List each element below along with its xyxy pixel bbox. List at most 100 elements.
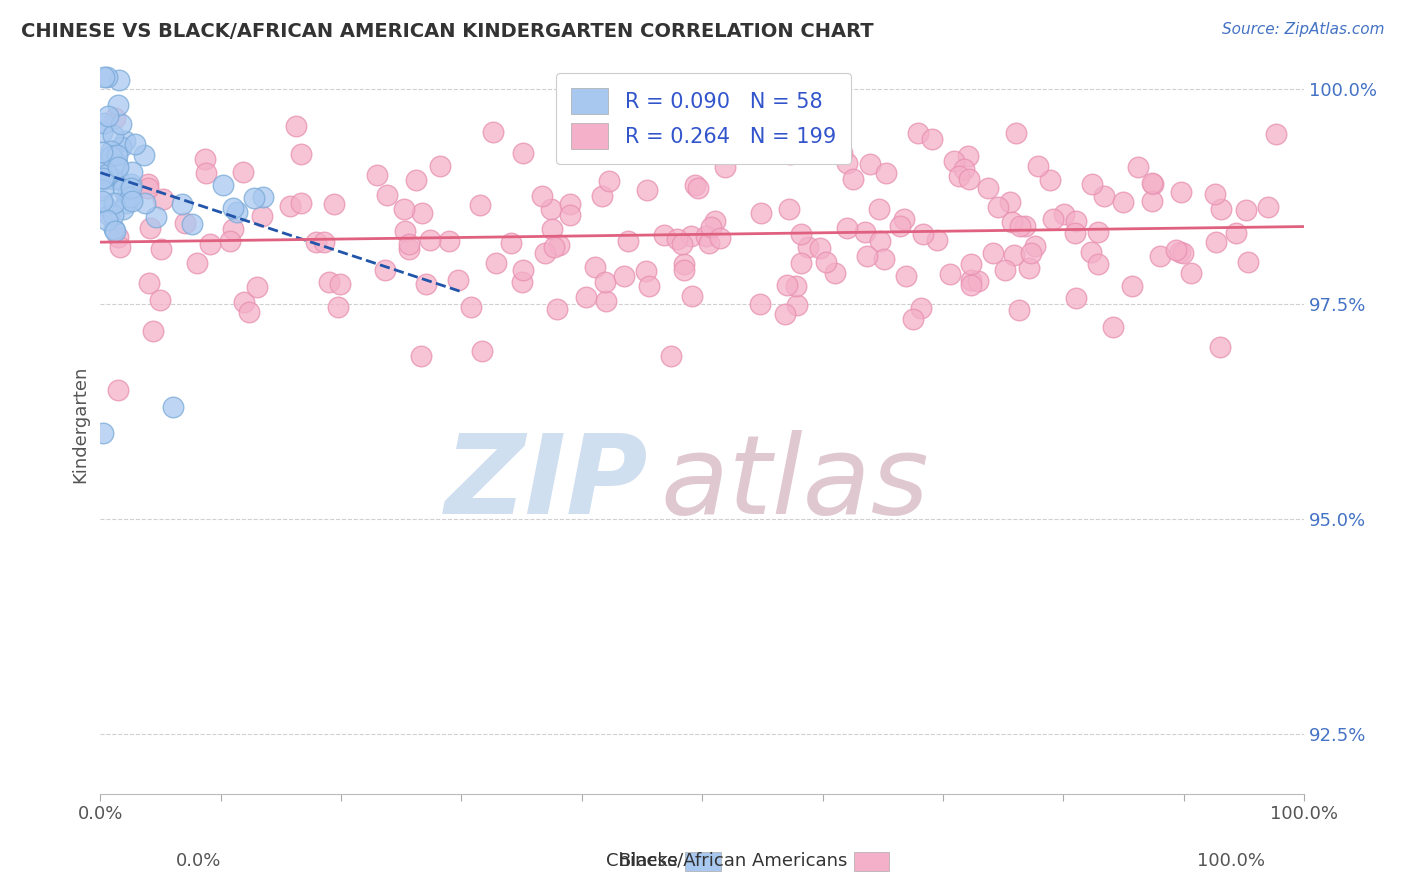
Point [212, 178, 235, 193]
Point [842, 172, 865, 186]
Point [96, 70, 118, 84]
Point [686, 180, 709, 194]
Point [790, 227, 813, 241]
Point [558, 197, 581, 211]
Point [186, 255, 208, 269]
Point [90, 125, 112, 139]
Point [695, 229, 717, 244]
Point [977, 181, 1000, 195]
Point [96, 213, 118, 227]
Point [1080, 177, 1102, 191]
Point [181, 218, 204, 232]
Point [901, 311, 924, 326]
Point [1102, 319, 1125, 334]
Point [96, 168, 118, 182]
Point [250, 209, 273, 223]
Point [993, 262, 1015, 277]
Point [617, 234, 640, 248]
Point [1209, 202, 1232, 217]
Point [1008, 303, 1031, 318]
Point [683, 178, 706, 193]
Point [118, 190, 141, 204]
Point [145, 211, 167, 225]
Point [394, 224, 416, 238]
Point [546, 302, 568, 317]
Point [1225, 226, 1247, 240]
Point [104, 224, 127, 238]
Point [194, 165, 217, 179]
Point [613, 268, 636, 283]
Point [512, 263, 534, 277]
FancyBboxPatch shape [853, 852, 889, 871]
Point [673, 257, 696, 271]
Point [987, 200, 1010, 214]
Point [446, 272, 468, 286]
Point [1064, 226, 1087, 240]
Point [575, 290, 598, 304]
Point [869, 234, 891, 248]
Point [104, 111, 127, 125]
Point [238, 304, 260, 318]
Point [221, 222, 243, 236]
Point [894, 269, 917, 284]
Point [868, 202, 890, 216]
Point [634, 264, 657, 278]
Point [1170, 186, 1192, 200]
Point [411, 349, 433, 363]
Point [91, 183, 114, 197]
Point [121, 194, 143, 208]
Point [375, 188, 398, 202]
Point [1018, 261, 1040, 276]
Point [957, 172, 980, 186]
Point [637, 279, 659, 293]
Point [911, 227, 934, 242]
Point [290, 147, 312, 161]
Point [1112, 194, 1135, 209]
Text: Chinese: Chinese [606, 852, 678, 870]
Point [837, 156, 859, 170]
Point [1026, 159, 1049, 173]
Point [107, 230, 129, 244]
Point [103, 196, 125, 211]
Point [481, 124, 503, 138]
Point [1142, 194, 1164, 208]
Point [831, 145, 853, 160]
Point [1001, 215, 1024, 229]
Point [419, 233, 441, 247]
Point [90, 157, 112, 171]
Point [172, 197, 194, 211]
Point [814, 254, 837, 268]
Point [583, 260, 606, 274]
Point [755, 124, 778, 138]
Point [1205, 235, 1227, 250]
Point [142, 325, 165, 339]
Point [671, 237, 693, 252]
Point [322, 196, 344, 211]
Point [659, 350, 682, 364]
Point [152, 192, 174, 206]
Point [1121, 279, 1143, 293]
Point [948, 169, 970, 183]
Point [749, 206, 772, 220]
Point [1126, 160, 1149, 174]
Point [120, 180, 142, 194]
Point [673, 263, 696, 277]
Point [1234, 203, 1257, 218]
Point [1171, 246, 1194, 260]
FancyBboxPatch shape [686, 852, 720, 871]
Point [93, 171, 115, 186]
Point [837, 221, 859, 235]
Point [198, 237, 221, 252]
Point [411, 206, 433, 220]
Point [534, 246, 557, 260]
Point [1149, 249, 1171, 263]
Point [312, 235, 335, 249]
Point [97, 109, 120, 123]
Point [714, 160, 737, 174]
Point [243, 191, 266, 205]
Point [374, 263, 396, 277]
Point [174, 216, 197, 230]
Point [392, 202, 415, 216]
Point [100, 148, 122, 162]
Point [115, 187, 138, 202]
